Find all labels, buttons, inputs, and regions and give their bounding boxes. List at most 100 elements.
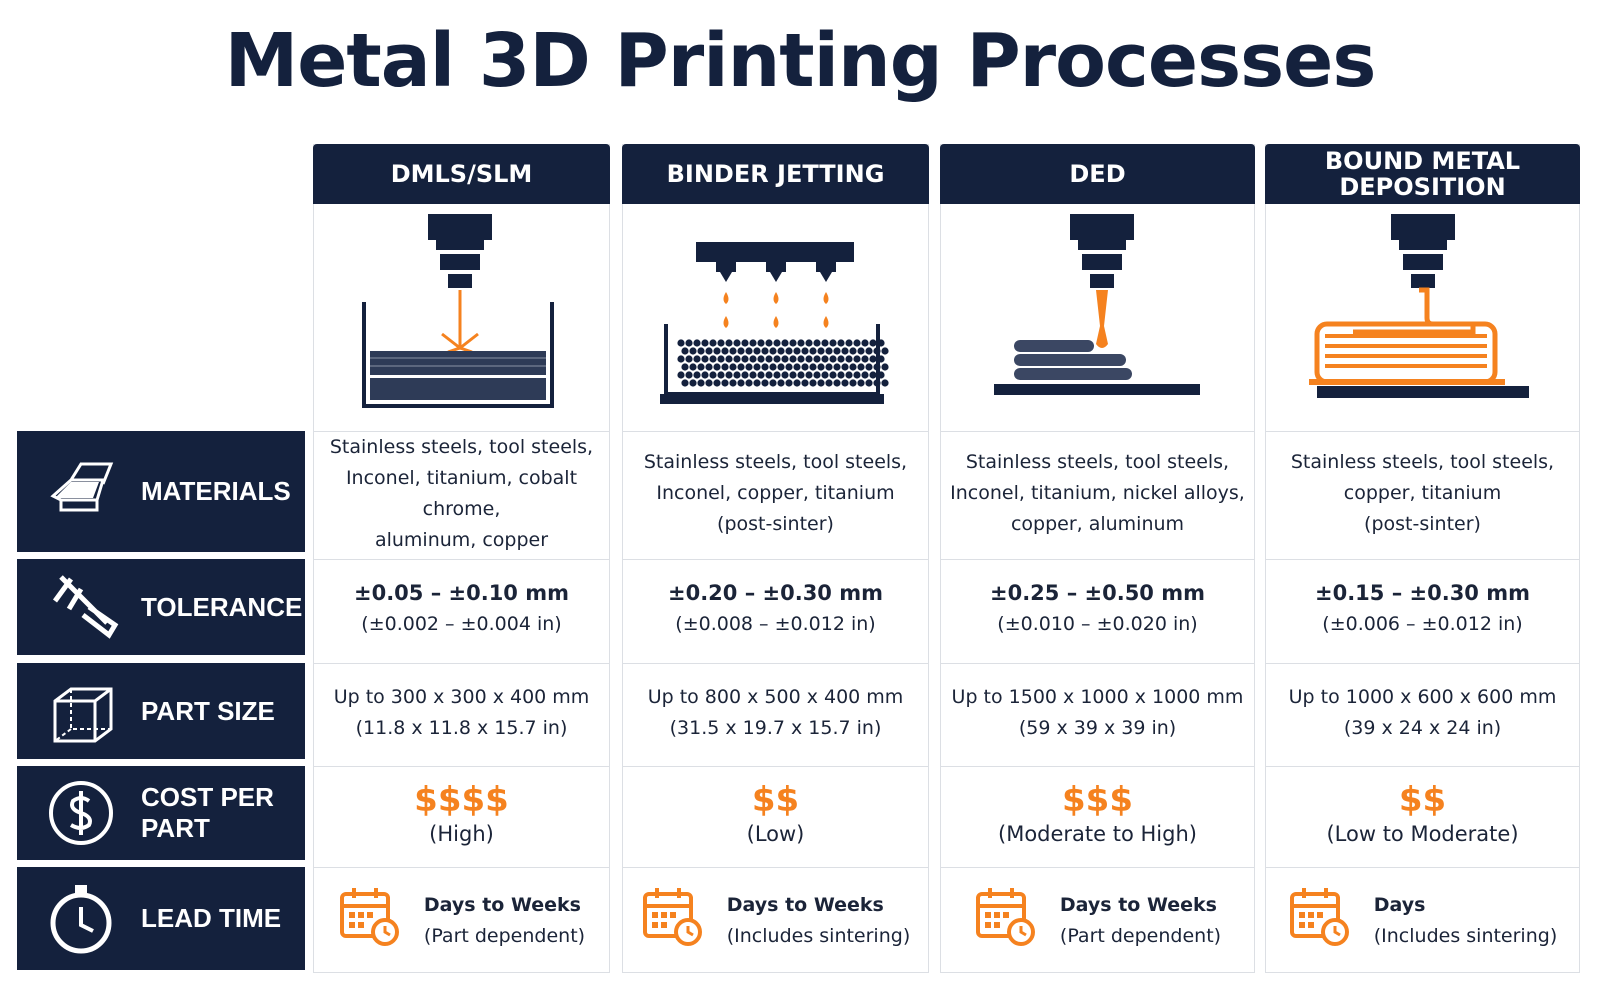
- cell-line: (post-sinter): [717, 513, 834, 535]
- cell-line: (11.8 x 11.8 x 15.7 in): [355, 717, 568, 739]
- table-cell: ±0.20 – ±0.30 mm (±0.008 – ±0.012 in): [623, 559, 928, 658]
- row-label: LEAD TIME: [17, 867, 305, 970]
- table-cell: Up to 800 x 500 x 400 mm (31.5 x 19.7 x 1…: [623, 663, 928, 762]
- cell-line: Inconel, titanium, nickel alloys,: [950, 482, 1245, 504]
- cell-line: Days to Weeks: [726, 893, 884, 916]
- table-cell: ±0.05 – ±0.10 mm (±0.002 – ±0.004 in): [314, 559, 609, 658]
- process-illustration: [626, 206, 926, 426]
- process-illustration: [1273, 206, 1573, 426]
- cell-line: Stainless steels, tool steels,: [329, 435, 594, 458]
- calendar-icon: [339, 887, 399, 946]
- row-label-text: LEAD TIME: [141, 903, 282, 933]
- table-cell: Stainless steels, tool steels, copper, ti…: [1266, 431, 1579, 555]
- cell-line: Inconel, copper, titanium: [656, 482, 895, 504]
- calendar: [641, 884, 705, 958]
- process-illustration: [312, 206, 612, 426]
- cell-line: Up to 1500 x 1000 x 1000 mm: [951, 686, 1244, 708]
- row-icon: [41, 879, 121, 959]
- column-header: DMLS/SLM: [313, 144, 610, 204]
- cell-line: $$: [1398, 779, 1447, 820]
- table-cell: Days to Weeks (Part dependent): [314, 867, 609, 973]
- process-column: [622, 144, 929, 973]
- table-cell: Days (Includes sintering): [1266, 867, 1579, 973]
- row-icon: [41, 567, 121, 647]
- illustration-svg: [993, 214, 1200, 395]
- cell-line: aluminum, copper: [374, 528, 549, 551]
- calendar: [338, 884, 402, 958]
- cell-line: Inconel, titanium, cobalt chrome,: [345, 466, 578, 520]
- lead-text: Days to Weeks (Part dependent): [1060, 890, 1221, 952]
- cell-line: $$$: [1062, 779, 1133, 820]
- table-cell: Up to 1000 x 600 x 600 mm (39 x 24 x 24 i…: [1266, 663, 1579, 762]
- row-label-text: COST PER PART: [141, 782, 274, 843]
- illustration-svg: [1308, 214, 1529, 398]
- row-icon: [41, 671, 121, 751]
- cell-line: copper, titanium: [1343, 482, 1502, 504]
- cell-line: (±0.002 – ±0.004 in): [361, 613, 562, 635]
- row-label: COST PER PART: [17, 766, 305, 860]
- cell-line: Days to Weeks: [423, 893, 581, 916]
- column-header: BINDER JETTING: [622, 144, 929, 204]
- cell-line: (High): [429, 821, 494, 846]
- table-cell: Up to 1500 x 1000 x 1000 mm (59 x 39 x 39…: [941, 663, 1254, 762]
- cell-line: Stainless steels, tool steels,: [965, 451, 1230, 473]
- cell-line: ±0.25 – ±0.50 mm: [989, 581, 1205, 605]
- row-icon-svg: [53, 687, 113, 743]
- cell-line: copper, aluminum: [1010, 513, 1185, 535]
- row-label-text: MATERIALS: [141, 476, 291, 506]
- calendar-icon: [642, 887, 702, 946]
- cell-line: (Moderate to High): [998, 821, 1197, 846]
- lead-text: Days (Includes sintering): [1374, 890, 1557, 952]
- cell-line: Up to 1000 x 600 x 600 mm: [1288, 686, 1557, 708]
- calendar: [974, 884, 1038, 958]
- row-icon: [41, 773, 121, 853]
- cell-line: (Includes sintering): [726, 924, 911, 947]
- cell-line: ±0.15 – ±0.30 mm: [1314, 581, 1530, 605]
- row-label-text: PART SIZE: [141, 695, 275, 726]
- cell-line: (±0.008 – ±0.012 in): [675, 613, 876, 635]
- table-cell: $$ (Low to Moderate): [1266, 766, 1579, 863]
- table-cell: $$$ (Moderate to High): [941, 766, 1254, 863]
- cell-line: (31.5 x 19.7 x 15.7 in): [669, 717, 882, 739]
- cell-line: Days to Weeks: [1059, 893, 1217, 916]
- table-cell: Days to Weeks (Includes sintering): [623, 867, 928, 973]
- column-header: DED: [940, 144, 1255, 204]
- table-cell: $$ (Low): [623, 766, 928, 863]
- cell-line: Up to 800 x 500 x 400 mm: [647, 686, 904, 708]
- row-icon-svg: [50, 462, 114, 511]
- row-label: TOLERANCE: [17, 559, 305, 655]
- lead-text: Days to Weeks (Includes sintering): [727, 890, 910, 952]
- table-cell: Up to 300 x 300 x 400 mm (11.8 x 11.8 x 1…: [314, 663, 609, 762]
- title: Metal 3D Printing Processes: [224, 18, 1377, 104]
- table-cell: Stainless steels, tool steels, Inconel, c…: [623, 431, 928, 555]
- row-label-text: TOLERANCE: [141, 591, 303, 622]
- table-cell: Stainless steels, tool steels, Inconel, t…: [941, 431, 1254, 555]
- cell-line: Stainless steels, tool steels,: [1290, 451, 1555, 473]
- process-illustration: [948, 206, 1248, 426]
- cell-line: (Includes sintering): [1373, 924, 1558, 947]
- cell-line: ±0.20 – ±0.30 mm: [667, 581, 883, 605]
- cell-line: (39 x 24 x 24 in): [1343, 717, 1502, 739]
- cell-line: (±0.006 – ±0.012 in): [1322, 613, 1523, 635]
- table-cell: Days to Weeks (Part dependent): [941, 867, 1254, 973]
- table-cell: $$$$ (High): [314, 766, 609, 863]
- row-icon-svg: [52, 575, 119, 639]
- row-label: PART SIZE: [17, 663, 305, 759]
- cell-line: (±0.010 – ±0.020 in): [997, 613, 1198, 635]
- cell-line: ±0.05 – ±0.10 mm: [353, 581, 569, 605]
- lead-text: Days to Weeks (Part dependent): [424, 890, 585, 952]
- calendar: [1288, 884, 1352, 958]
- cell-line: (post-sinter): [1364, 513, 1481, 535]
- table-cell: ±0.25 – ±0.50 mm (±0.010 – ±0.020 in): [941, 559, 1254, 658]
- cell-line: $$$$: [414, 779, 509, 820]
- row-label: MATERIALS: [17, 431, 305, 552]
- column-header: BOUND METAL DEPOSITION: [1265, 144, 1580, 204]
- cell-line: Up to 300 x 300 x 400 mm: [333, 686, 590, 708]
- row-icon: [41, 452, 121, 532]
- calendar-icon: [975, 887, 1035, 946]
- cell-line: Days: [1373, 893, 1426, 916]
- row-icon-svg: [49, 781, 113, 845]
- table-cell: ±0.15 – ±0.30 mm (±0.006 – ±0.012 in): [1266, 559, 1579, 658]
- illustration-svg: [361, 214, 554, 408]
